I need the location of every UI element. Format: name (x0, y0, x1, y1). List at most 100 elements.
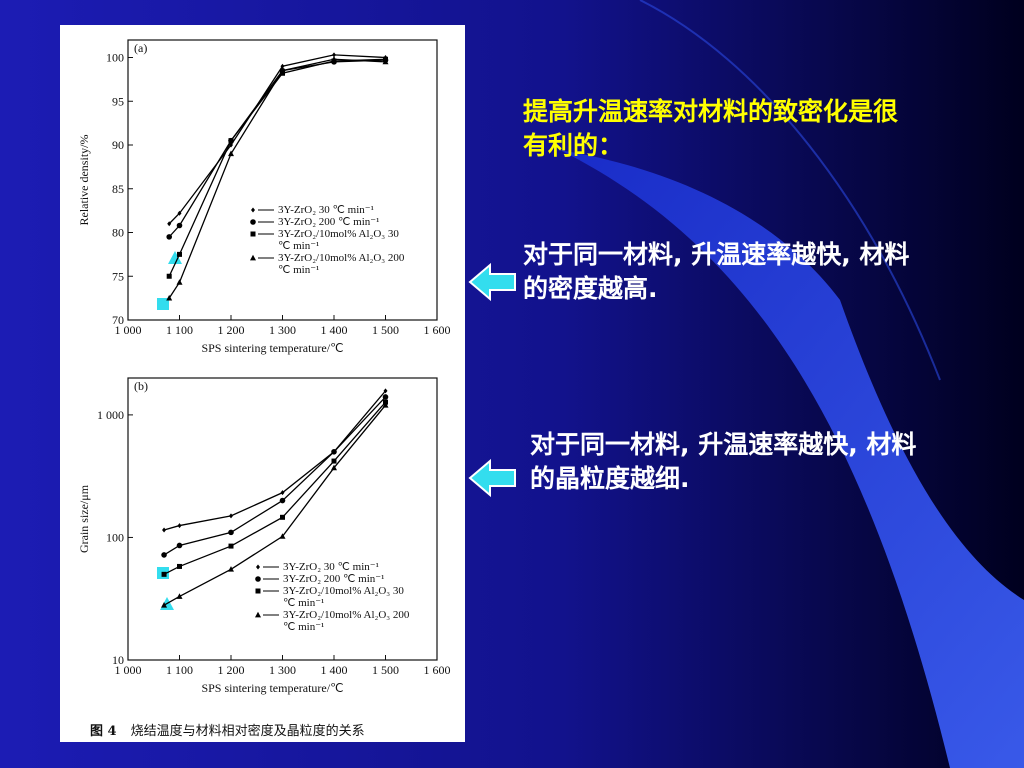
legend-swatch (255, 588, 279, 594)
series-line (163, 404, 387, 606)
y-axis-label: Grain size/μm (77, 484, 91, 553)
y-tick-label: 100 (106, 530, 124, 544)
legend-swatch (250, 254, 274, 261)
marker (228, 150, 234, 157)
legend: 3Y-ZrO₂ 30 ℃ min⁻¹ 3Y-ZrO₂ 200 ℃ min⁻¹ 3Y-… (248, 204, 433, 276)
marker (331, 448, 337, 455)
legend-swatch (250, 219, 274, 225)
caption-text: 烧结温度与材料相对密度及晶粒度的关系 (130, 724, 365, 739)
y-tick-label: 95 (112, 94, 124, 108)
arrow-icon (468, 458, 516, 498)
legend: 3Y-ZrO₂ 30 ℃ min⁻¹ 3Y-ZrO₂ 200 ℃ min⁻¹ 3Y-… (253, 561, 438, 633)
marker (250, 254, 256, 261)
x-tick-label: 1 300 (269, 323, 296, 337)
y-tick-label: 75 (112, 269, 124, 283)
marker (331, 458, 337, 464)
legend-label: 3Y-ZrO₂/10mol% Al₂O₃ 30 ℃ min⁻¹ (283, 585, 404, 609)
marker (167, 221, 172, 227)
x-tick-label: 1 000 (115, 663, 142, 677)
figure-caption: 图 4 烧结温度与材料相对密度及晶粒度的关系 (90, 720, 365, 739)
y-axis-label: Relative density/% (77, 135, 91, 226)
marker (280, 490, 285, 496)
marker (255, 588, 261, 594)
legend-entry: 3Y-ZrO₂ 30 ℃ min⁻¹ (248, 204, 433, 216)
marker (177, 523, 182, 529)
marker (161, 552, 167, 558)
marker (176, 279, 183, 285)
marker (176, 542, 183, 549)
marker (251, 207, 255, 213)
series-line (163, 390, 386, 531)
x-tick-label: 1 600 (424, 323, 451, 337)
marker (166, 294, 173, 301)
y-tick-label: 100 (106, 51, 124, 65)
arrow-icon (468, 262, 516, 302)
x-axis-label: SPS sintering temperature/℃ (201, 341, 343, 355)
panel-label: (b) (134, 379, 148, 393)
highlight-triangle (168, 251, 182, 264)
marker (255, 611, 261, 618)
series-line (168, 58, 386, 299)
series-line (168, 58, 386, 277)
x-tick-label: 1 100 (166, 323, 193, 337)
marker (250, 219, 256, 225)
series-line (163, 401, 386, 575)
plot-frame (127, 39, 438, 321)
point-text: 对于同一材料, 升温速率越快, 材料的密度越高. (523, 240, 910, 303)
marker (382, 401, 389, 408)
marker (382, 394, 389, 400)
legend-swatch (255, 576, 279, 582)
y-tick-label: 70 (112, 313, 124, 327)
marker (176, 222, 183, 229)
marker (383, 388, 388, 394)
legend-swatch (250, 231, 274, 237)
legend-swatch (255, 611, 279, 618)
legend-label: 3Y-ZrO₂ 200 ℃ min⁻¹ (283, 573, 385, 585)
legend-label: 3Y-ZrO₂ 30 ℃ min⁻¹ (278, 204, 374, 216)
y-tick-label: 1 000 (97, 408, 124, 422)
marker (255, 576, 261, 582)
heading: 提高升温速率对材料的致密化是很有利的： (523, 97, 899, 160)
highlight-square (157, 298, 169, 310)
marker (177, 210, 182, 216)
y-tick-label: 10 (112, 653, 124, 667)
marker (382, 58, 389, 65)
x-tick-label: 1 300 (269, 663, 296, 677)
legend-swatch (256, 564, 279, 570)
marker (250, 231, 256, 237)
legend-label: 3Y-ZrO₂/10mol% Al₂O₃ 30 ℃ min⁻¹ (278, 228, 399, 252)
legend-entry: 3Y-ZrO₂/10mol% Al₂O₃ 30 ℃ min⁻¹ (253, 585, 438, 609)
point-text: 对于同一材料, 升温速率越快, 材料的晶粒度越细. (530, 430, 917, 493)
figure-label: 图 4 (90, 724, 117, 739)
legend-label: 3Y-ZrO₂ 30 ℃ min⁻¹ (283, 561, 379, 573)
marker (228, 138, 234, 144)
marker (279, 497, 286, 504)
marker (161, 571, 167, 577)
y-tick-label: 80 (112, 226, 124, 240)
marker (177, 563, 182, 569)
marker (161, 601, 168, 608)
x-tick-label: 1 500 (372, 323, 399, 337)
marker (256, 564, 260, 570)
marker (166, 234, 172, 240)
x-tick-label: 1 200 (218, 663, 245, 677)
x-tick-label: 1 400 (321, 663, 348, 677)
y-tick-label: 90 (112, 138, 124, 152)
marker (176, 593, 183, 599)
legend-entry: 3Y-ZrO₂/10mol% Al₂O₃ 30 ℃ min⁻¹ (248, 228, 433, 252)
x-tick-label: 1 600 (424, 663, 451, 677)
marker (331, 464, 337, 471)
marker (166, 273, 172, 279)
legend-entry: 3Y-ZrO₂ 200 ℃ min⁻¹ (253, 573, 438, 585)
marker (280, 514, 285, 520)
legend-entry: 3Y-ZrO₂/10mol% Al₂O₃ 200 ℃ min⁻¹ (253, 609, 438, 633)
x-tick-label: 1 000 (115, 323, 142, 337)
marker (280, 70, 285, 76)
legend-label: 3Y-ZrO₂/10mol% Al₂O₃ 200 ℃ min⁻¹ (283, 609, 410, 633)
legend-swatch (251, 207, 274, 213)
legend-entry: 3Y-ZrO₂ 30 ℃ min⁻¹ (253, 561, 438, 573)
x-tick-label: 1 400 (321, 323, 348, 337)
marker (331, 56, 337, 62)
